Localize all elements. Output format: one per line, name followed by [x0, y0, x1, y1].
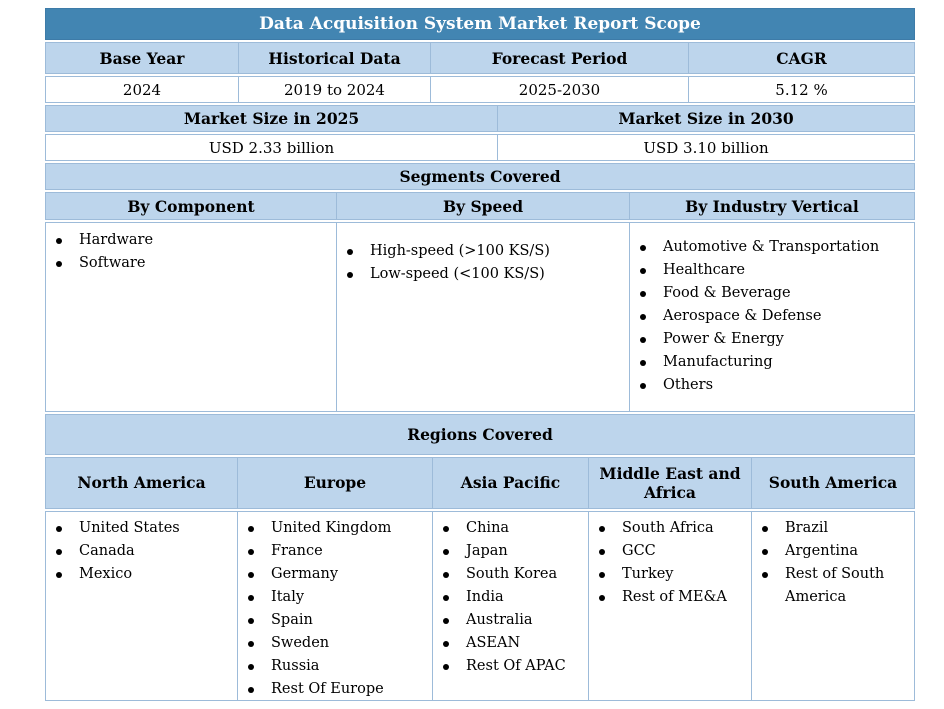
header-europe: Europe — [238, 457, 433, 509]
title-row: Data Acquisition System Market Report Sc… — [45, 8, 915, 40]
list-item: India — [433, 586, 588, 609]
asia-pacific-list-cell: China Japan South Korea India Australia … — [433, 511, 589, 701]
summary-header-row: Base Year Historical Data Forecast Perio… — [45, 42, 915, 74]
component-list-cell: Hardware Software — [45, 222, 337, 412]
list-item: United States — [46, 517, 237, 540]
header-asia-pacific: Asia Pacific — [433, 457, 589, 509]
list-item: Others — [630, 374, 914, 397]
header-market-size-2030: Market Size in 2030 — [498, 105, 915, 132]
header-by-component: By Component — [45, 192, 337, 220]
header-south-america: South America — [752, 457, 915, 509]
speed-list: High-speed (>100 KS/S) Low-speed (<100 K… — [337, 240, 629, 286]
list-item: Mexico — [46, 563, 237, 586]
middle-east-africa-list: South Africa GCC Turkey Rest of ME&A — [589, 517, 751, 609]
summary-value-row: 2024 2019 to 2024 2025-2030 5.12 % — [45, 76, 915, 103]
list-item: Russia — [238, 655, 432, 678]
header-market-size-2025: Market Size in 2025 — [45, 105, 498, 132]
header-by-speed: By Speed — [337, 192, 630, 220]
list-item: Food & Beverage — [630, 282, 914, 305]
list-item: GCC — [589, 540, 751, 563]
south-america-list-cell: Brazil Argentina Rest of South America — [752, 511, 915, 701]
segments-list-row: Hardware Software High-speed (>100 KS/S)… — [45, 222, 915, 412]
value-market-size-2030: USD 3.10 billion — [498, 134, 915, 161]
industry-vertical-list-cell: Automotive & Transportation Healthcare F… — [630, 222, 915, 412]
list-item: Australia — [433, 609, 588, 632]
list-item: Power & Energy — [630, 328, 914, 351]
segments-title-row: Segments Covered — [45, 163, 915, 190]
value-historical-data: 2019 to 2024 — [239, 76, 431, 103]
list-item: Sweden — [238, 632, 432, 655]
list-item: Canada — [46, 540, 237, 563]
regions-header-row: North America Europe Asia Pacific Middle… — [45, 457, 915, 509]
middle-east-africa-list-cell: South Africa GCC Turkey Rest of ME&A — [589, 511, 752, 701]
list-item: Aerospace & Defense — [630, 305, 914, 328]
list-item: Spain — [238, 609, 432, 632]
segments-header-row: By Component By Speed By Industry Vertic… — [45, 192, 915, 220]
list-item: Brazil — [752, 517, 914, 540]
north-america-list-cell: United States Canada Mexico — [45, 511, 238, 701]
regions-section-title: Regions Covered — [45, 414, 915, 455]
report-scope-table: Data Acquisition System Market Report Sc… — [45, 8, 915, 701]
header-north-america: North America — [45, 457, 238, 509]
header-forecast-period: Forecast Period — [431, 42, 689, 74]
header-cagr: CAGR — [689, 42, 915, 74]
market-size-value-row: USD 2.33 billion USD 3.10 billion — [45, 134, 915, 161]
list-item: Turkey — [589, 563, 751, 586]
north-america-list: United States Canada Mexico — [46, 517, 237, 586]
list-item: Argentina — [752, 540, 914, 563]
list-item: Rest Of APAC — [433, 655, 588, 678]
list-item: Rest of South America — [752, 563, 914, 609]
speed-list-cell: High-speed (>100 KS/S) Low-speed (<100 K… — [337, 222, 630, 412]
list-item: Manufacturing — [630, 351, 914, 374]
list-item: South Korea — [433, 563, 588, 586]
list-item: Hardware — [46, 229, 336, 252]
list-item: Automotive & Transportation — [630, 236, 914, 259]
header-historical-data: Historical Data — [239, 42, 431, 74]
south-america-list: Brazil Argentina Rest of South America — [752, 517, 914, 609]
market-size-header-row: Market Size in 2025 Market Size in 2030 — [45, 105, 915, 132]
header-base-year: Base Year — [45, 42, 239, 74]
list-item: South Africa — [589, 517, 751, 540]
list-item: Germany — [238, 563, 432, 586]
list-item: Italy — [238, 586, 432, 609]
value-market-size-2025: USD 2.33 billion — [45, 134, 498, 161]
value-base-year: 2024 — [45, 76, 239, 103]
list-item: United Kingdom — [238, 517, 432, 540]
europe-list-cell: United Kingdom France Germany Italy Spai… — [238, 511, 433, 701]
europe-list: United Kingdom France Germany Italy Spai… — [238, 517, 432, 701]
list-item: Rest of ME&A — [589, 586, 751, 609]
header-by-industry-vertical: By Industry Vertical — [630, 192, 915, 220]
header-middle-east-africa: Middle East and Africa — [589, 457, 752, 509]
list-item: Low-speed (<100 KS/S) — [337, 263, 629, 286]
segments-section-title: Segments Covered — [45, 163, 915, 190]
list-item: Japan — [433, 540, 588, 563]
list-item: France — [238, 540, 432, 563]
list-item: China — [433, 517, 588, 540]
list-item: Healthcare — [630, 259, 914, 282]
list-item: High-speed (>100 KS/S) — [337, 240, 629, 263]
table-title: Data Acquisition System Market Report Sc… — [45, 8, 915, 40]
component-list: Hardware Software — [46, 229, 336, 275]
list-item: ASEAN — [433, 632, 588, 655]
value-forecast-period: 2025-2030 — [431, 76, 689, 103]
list-item: Rest Of Europe — [238, 678, 432, 701]
regions-list-row: United States Canada Mexico United Kingd… — [45, 511, 915, 701]
regions-title-row: Regions Covered — [45, 414, 915, 455]
asia-pacific-list: China Japan South Korea India Australia … — [433, 517, 588, 678]
industry-vertical-list: Automotive & Transportation Healthcare F… — [630, 236, 914, 397]
list-item: Software — [46, 252, 336, 275]
value-cagr: 5.12 % — [689, 76, 915, 103]
